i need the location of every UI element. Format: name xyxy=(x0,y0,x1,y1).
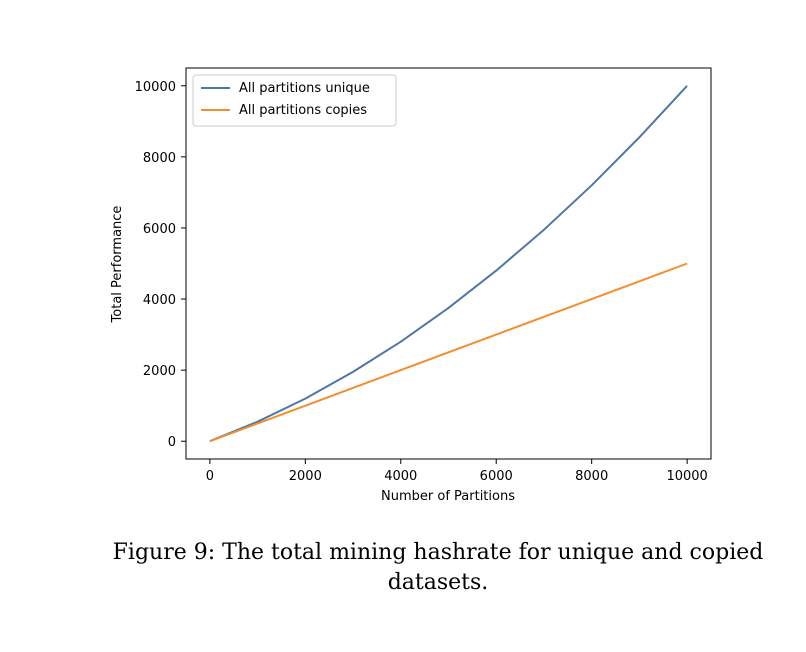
legend: All partitions unique All partitions cop… xyxy=(192,74,397,127)
y-tick-label: 10000 xyxy=(135,80,176,95)
y-tick-label: 0 xyxy=(168,435,176,450)
series-line-unique xyxy=(209,85,688,443)
x-axis-ticks: 0 2000 4000 6000 8000 10000 xyxy=(206,459,708,484)
x-tick-label: 4000 xyxy=(384,469,417,484)
x-tick-label: 6000 xyxy=(480,469,513,484)
x-axis-label: Number of Partitions xyxy=(381,489,515,504)
y-axis-ticks: 0 2000 4000 6000 8000 10000 xyxy=(135,80,186,450)
plot-area xyxy=(185,67,712,460)
y-tick-label: 6000 xyxy=(143,222,176,237)
y-tick-label: 4000 xyxy=(143,293,176,308)
x-tick-label: 2000 xyxy=(289,469,322,484)
series-layer xyxy=(209,85,688,443)
legend-label-copies: All partitions copies xyxy=(239,103,367,118)
legend-box xyxy=(192,74,397,127)
line-chart: 0 2000 4000 6000 8000 10000 0 2000 4000 6000 8000… xyxy=(110,67,712,504)
figure-caption: Figure 9: The total mining hashrate for … xyxy=(90,538,786,598)
x-tick-label: 8000 xyxy=(575,469,608,484)
x-tick-label: 10000 xyxy=(666,469,707,484)
x-tick-label: 0 xyxy=(206,469,214,484)
caption-line-1: Figure 9: The total mining hashrate for … xyxy=(112,540,764,565)
y-axis-label: Total Performance xyxy=(110,206,125,324)
y-tick-label: 8000 xyxy=(143,151,176,166)
legend-label-unique: All partitions unique xyxy=(239,81,370,96)
y-tick-label: 2000 xyxy=(143,364,176,379)
series-line-copies xyxy=(209,262,688,443)
caption-line-2: datasets. xyxy=(387,570,489,595)
